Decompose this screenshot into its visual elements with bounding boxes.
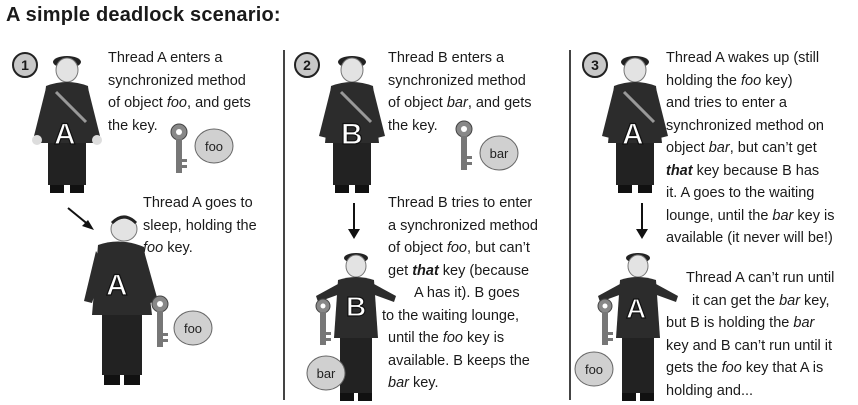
text-line: holding the foo key) xyxy=(666,72,793,89)
text-line: but B is holding the bar xyxy=(666,315,815,331)
person-figure-a-standing: A xyxy=(602,56,668,193)
text-line: it can get the bar key, xyxy=(692,292,830,309)
text-line: key and B can’t run until it xyxy=(666,337,833,354)
text-line: object bar, but can’t get xyxy=(666,140,817,156)
text-line: Thread A enters a xyxy=(108,50,223,66)
person-figure-b-shrugging: B xyxy=(316,253,396,401)
text-line: A has it). B goes xyxy=(414,285,520,301)
person-figure-a-shrugging: A xyxy=(598,253,678,401)
text-line: of object bar, and gets xyxy=(388,95,532,111)
panel-2-top-text: Thread B enters a synchronized method of… xyxy=(388,47,532,137)
key-tag-label: foo xyxy=(184,321,202,336)
text-line: to the waiting lounge, xyxy=(382,307,520,324)
panel-1-top-text-full: Thread A enters a synchronized method of… xyxy=(108,47,251,137)
person-figure-a-sleeping: A xyxy=(84,215,158,385)
panel-3-bottom-text: Thread A can’t run until it can get the … xyxy=(666,267,834,402)
key-icon xyxy=(170,123,188,173)
thread-label-a: A xyxy=(622,118,644,151)
thread-label-b: B xyxy=(346,291,366,322)
text-line: Thread B tries to enter xyxy=(388,195,533,211)
thread-label-a: A xyxy=(626,293,646,324)
text-line: available. B keeps the xyxy=(388,352,530,369)
arrow-down xyxy=(636,203,648,239)
key-tag-label: bar xyxy=(317,366,336,381)
text-line: available (it never will be!) xyxy=(666,230,833,246)
key-icon xyxy=(151,295,169,347)
key-tag-bar: bar xyxy=(306,355,346,391)
text-line: the key. xyxy=(108,117,158,134)
key-icon xyxy=(455,120,473,170)
text-line: Thread A wakes up (still xyxy=(666,50,820,66)
text-line: lounge, until the bar key is xyxy=(666,207,835,224)
text-line: get that key (because xyxy=(388,262,530,279)
text-line: and tries to enter a xyxy=(666,95,787,111)
step-number-1: 1 xyxy=(12,52,38,78)
key-tag-foo: foo xyxy=(173,310,213,346)
text-line: foo key. xyxy=(143,240,193,256)
text-line: holding and... xyxy=(666,382,754,399)
key-icon xyxy=(315,298,331,345)
text-line: a synchronized method xyxy=(388,217,538,234)
diagram-title: A simple deadlock scenario: xyxy=(6,4,281,26)
key-tag-foo: foo xyxy=(574,351,614,387)
text-line: it. A goes to the waiting xyxy=(666,185,815,201)
key-tag-foo: foo xyxy=(194,128,234,164)
panel-divider-1 xyxy=(283,50,285,400)
step-number-2: 2 xyxy=(294,52,320,78)
text-line: the key. xyxy=(388,117,438,134)
arrow-down xyxy=(348,203,360,239)
thread-label-a: A xyxy=(54,118,76,151)
step-number-3: 3 xyxy=(582,52,608,78)
key-tag-bar: bar xyxy=(479,135,519,171)
key-tag-label: bar xyxy=(490,146,509,161)
person-figure-b-standing: B xyxy=(319,56,385,193)
text-line: of object foo, and gets xyxy=(108,95,251,111)
panel-2-bottom-text: Thread B tries to enter a synchronized m… xyxy=(382,192,538,395)
person-figure-a-standing: A xyxy=(32,56,102,193)
text-line: synchronized method xyxy=(108,72,246,89)
panel-3-top-text: Thread A wakes up (still holding the foo… xyxy=(666,47,834,250)
text-line: of object foo, but can’t xyxy=(388,240,530,256)
text-line: that key because B has xyxy=(666,162,820,179)
text-line: bar key. xyxy=(388,375,439,391)
key-tag-label: foo xyxy=(585,362,603,377)
panel-divider-2 xyxy=(569,50,571,400)
thread-label-b: B xyxy=(341,118,363,151)
text-line: sleep, holding the xyxy=(143,217,257,234)
panel-1-bottom-text: Thread A goes to sleep, holding the foo … xyxy=(143,192,257,260)
key-icon xyxy=(597,298,613,345)
text-line: synchronized method on xyxy=(666,117,824,134)
text-line: Thread A can’t run until xyxy=(686,270,835,286)
text-line: gets the foo key that A is xyxy=(666,360,824,376)
text-line: Thread A goes to xyxy=(143,195,253,211)
text-line: until the foo key is xyxy=(388,330,505,346)
thread-label-a: A xyxy=(106,269,128,302)
key-tag-label: foo xyxy=(205,139,223,154)
text-line: Thread B enters a xyxy=(388,50,505,66)
arrow-down-right xyxy=(67,207,94,230)
text-line: synchronized method xyxy=(388,72,526,89)
